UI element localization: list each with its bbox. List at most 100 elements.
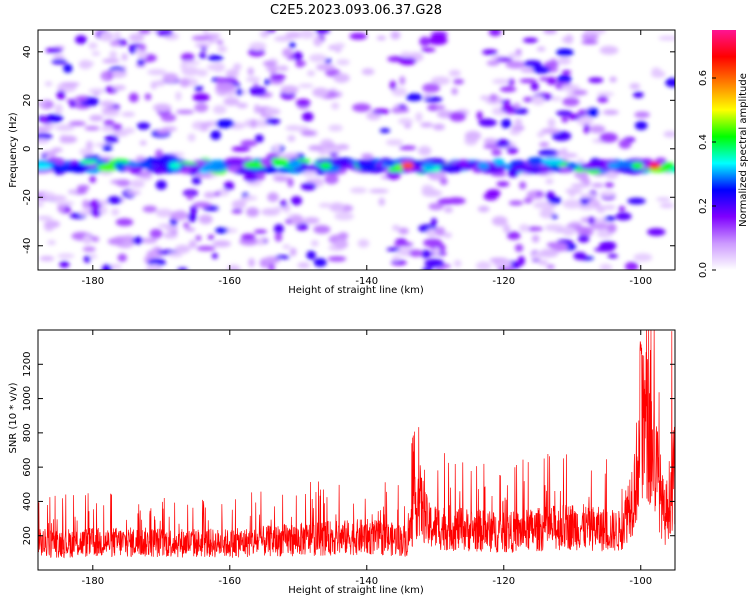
spectrogram-cell xyxy=(591,183,605,188)
spectrogram-cell xyxy=(235,88,243,96)
spectrogram-cell xyxy=(398,118,414,125)
spectrogram-cell xyxy=(202,30,209,34)
spectrogram-cell xyxy=(588,216,595,225)
spectrogram-cell xyxy=(453,259,462,268)
spectrogram-cell xyxy=(372,108,390,115)
spectrogram-cell xyxy=(115,218,134,227)
spectrogram-cell xyxy=(607,162,620,170)
spectrogram-cell xyxy=(583,123,590,134)
spectrogram-cell xyxy=(247,67,254,76)
spectrogram-cell xyxy=(421,267,433,270)
spectrogram-cell xyxy=(162,72,179,83)
spectrogram-cell xyxy=(659,203,675,209)
spectrogram-cell xyxy=(426,228,438,238)
spectrogram-cell xyxy=(390,259,407,266)
spectrogram-cell xyxy=(632,91,644,98)
spectrogram-panel: -180 -160 -140 -120 -100 -40 -20 0 20 40 Height … xyxy=(8,29,676,296)
spectrogram-cell xyxy=(334,212,354,221)
spectrogram-cell xyxy=(212,105,227,115)
snr-y-tick-label: 1200 xyxy=(22,352,33,377)
spectrogram-cell xyxy=(578,204,596,211)
spectrogram-cell xyxy=(194,102,209,113)
spectrogram-cell xyxy=(194,43,211,48)
spectrogram-cell xyxy=(423,96,443,103)
spectrogram-cell xyxy=(160,113,177,122)
spectrogram-cell xyxy=(324,58,332,64)
spectrogram-cell xyxy=(399,76,406,86)
spectrogram-cell xyxy=(181,60,201,66)
spectrogram-cell xyxy=(147,69,167,76)
spectrogram-cell xyxy=(195,235,202,241)
spectrogram-cell xyxy=(122,127,136,134)
spectrogram-cell xyxy=(333,42,346,49)
spectrogram-cell xyxy=(532,65,551,74)
spectrogram-cell xyxy=(405,93,423,102)
spectrogram-cell xyxy=(584,30,594,36)
spectrogram-cell xyxy=(38,215,53,221)
snr-y-ticks: 200 400 600 800 1000 1200 xyxy=(22,352,675,545)
spectrogram-cell xyxy=(253,104,261,114)
snr-y-tick-label: 800 xyxy=(22,423,33,442)
spectrogram-cell xyxy=(401,162,414,170)
spectrogram-cell xyxy=(361,153,374,159)
spectrogram-cell xyxy=(75,35,87,45)
spectrogram-cell xyxy=(631,162,644,170)
spectrogram-cell xyxy=(300,182,317,191)
spectrogram-cell xyxy=(308,145,324,151)
spectrogram-cell xyxy=(88,88,105,94)
spectrogram-cell xyxy=(478,118,497,127)
spectrogram-cell xyxy=(88,42,98,50)
spectrogram-cell xyxy=(389,80,397,90)
spectrogram-cell xyxy=(392,224,401,231)
snr-x-ticks: -180 -160 -140 -120 -100 xyxy=(81,330,652,587)
spectrogram-cell xyxy=(279,199,288,207)
spectrogram-cell xyxy=(604,215,616,222)
spectrogram-cell xyxy=(168,162,181,170)
spectrogram-cell xyxy=(430,31,448,38)
spectrogram-cell xyxy=(153,103,172,112)
spectrogram-cell xyxy=(604,170,619,180)
spectrogram-cell xyxy=(64,164,84,172)
spectrogram-cell xyxy=(267,263,276,270)
spectrogram-cell xyxy=(282,47,293,58)
spectrogram-cell xyxy=(646,228,666,236)
spectrogram-cell xyxy=(588,77,604,83)
spectrogram-cell xyxy=(557,74,572,84)
spectrogram-cell xyxy=(187,212,197,223)
spectrogram-cell xyxy=(556,48,574,57)
spectrogram-y-axis-label: Frequency (Hz) xyxy=(8,112,19,188)
spectrogram-cell xyxy=(203,162,216,170)
spectrogram-cell xyxy=(418,145,432,156)
spectrogram-cell xyxy=(550,96,562,101)
spectrogram-cell xyxy=(60,82,80,87)
spectrogram-cell xyxy=(656,197,671,202)
spectrogram-cell xyxy=(573,251,587,261)
spectrogram-cell xyxy=(437,198,456,205)
spectrogram-cell xyxy=(493,260,512,268)
spectrogram-cell xyxy=(387,166,399,173)
spectrogram-cell xyxy=(506,146,519,155)
spectrogram-cell xyxy=(494,139,511,148)
spectrogram-cell xyxy=(305,178,323,184)
spectrogram-cell xyxy=(103,119,115,127)
spectrogram-cell xyxy=(125,161,141,168)
spectrogram-cell xyxy=(253,229,268,234)
spectrogram-cell xyxy=(277,65,289,72)
spectrogram-cell xyxy=(145,264,163,270)
spectrogram-cell xyxy=(400,51,412,58)
spectrogram-cell xyxy=(492,78,510,84)
spectrogram-cell xyxy=(513,164,533,173)
spectrogram-cell xyxy=(475,261,492,270)
spectrogram-cell xyxy=(175,91,182,101)
spectrogram-x-axis-label: Height of straight line (km) xyxy=(288,285,424,296)
spectrogram-cell xyxy=(495,57,513,62)
spectrogram-cell xyxy=(285,31,303,39)
spectrogram-cell xyxy=(125,190,141,195)
spectrogram-cell xyxy=(336,59,350,66)
spectrogram-cell xyxy=(38,132,53,140)
spectrogram-cell xyxy=(509,128,521,136)
spectrogram-cell xyxy=(99,31,114,42)
spectrogram-cell xyxy=(192,93,210,102)
spectrogram-cell xyxy=(137,58,145,66)
spectrogram-cell xyxy=(79,148,94,156)
